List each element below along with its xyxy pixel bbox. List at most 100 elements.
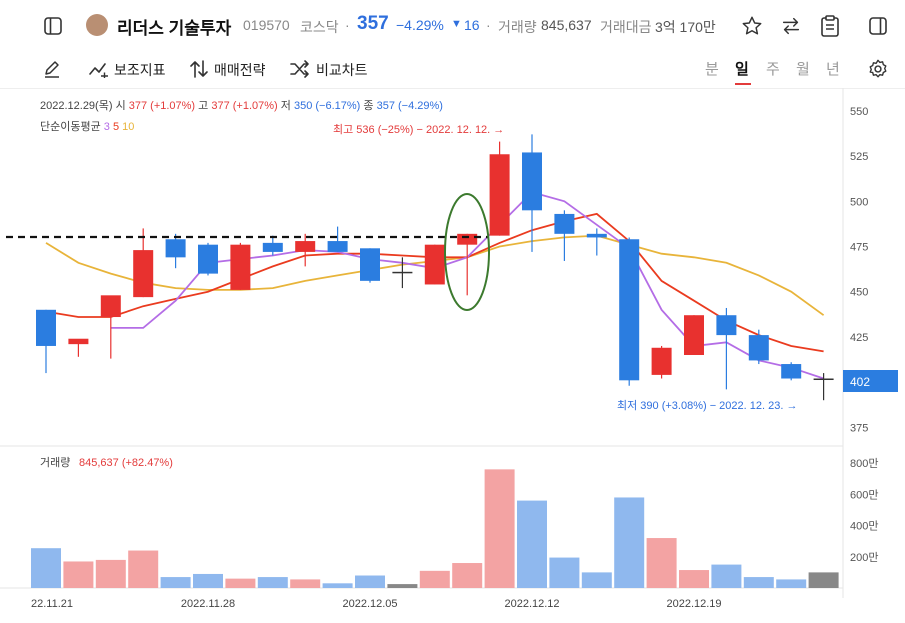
ma-legend: 단순이동평균 3 5 10 [40,118,134,134]
current-price-tag [843,370,898,392]
volume-bar [225,578,256,588]
timeframe-day[interactable]: 일 [735,61,749,78]
sidebar-toggle-icon[interactable] [43,16,63,36]
candle-body[interactable] [457,233,478,245]
volume-bar [419,570,450,588]
candle-body[interactable] [651,347,672,375]
strategy-label: 매매전략 [214,62,266,78]
candle-body[interactable] [360,248,380,281]
candle-body[interactable] [198,244,218,274]
timeframe-year[interactable]: 년 [826,61,840,78]
timeframe-selected-indicator [735,83,751,85]
info-high-label: 고 [198,100,209,112]
date-tick-label: 2022.12.05 [342,598,397,610]
stock-header: 리더스 기술투자 019570 코스닥 · 357 −4.29% ▼ 16 · … [0,0,905,50]
indicator-icon [89,63,108,78]
star-icon[interactable] [741,15,763,37]
volume-bar [776,579,807,588]
compare-label: 비교차트 [316,62,368,78]
timeframe-month[interactable]: 월 [796,61,810,78]
pen-icon[interactable] [42,59,62,79]
price-tick-label: 425 [850,332,868,344]
candle-body[interactable] [586,233,607,238]
candle-body[interactable] [684,315,704,355]
moving-average-lines [45,191,825,380]
separator-dot-2: · [486,17,491,33]
candle-body[interactable] [619,239,640,381]
chart-toolbar: 보조지표 매매전략 비교차트 분 일 주 월 년 [0,50,905,89]
candle-body[interactable] [424,244,445,285]
volume-bar [387,584,418,588]
date-tick-label: 2022.12.12 [504,598,559,610]
timeframe-minute[interactable]: 분 [705,61,719,78]
volume-bar [549,557,580,588]
high-annotation: 최고 536 (−25%) − 2022. 12. 12. → [333,123,504,136]
volume-bar [31,548,61,588]
volume-panel-label: 거래량 [40,456,70,469]
date-tick-label: 22.11.21 [31,598,73,610]
volume-bar [63,561,94,588]
candle-body[interactable] [522,152,542,211]
candle-body[interactable] [327,241,348,252]
volume-bar [614,497,645,588]
volume-tick-label: 600만 [850,488,878,501]
volume-bar [517,500,547,588]
volume-bar [743,577,774,588]
volume-value: 845,637 [541,17,592,33]
volume-bar [322,583,353,588]
info-low-label: 저 [280,100,291,112]
candle-body[interactable] [100,295,121,318]
volume-bar [257,577,288,588]
down-triangle-icon: ▼ [451,18,462,30]
candle-body[interactable] [748,335,769,361]
candle-body[interactable] [813,378,834,381]
date-tick-label: 2022.11.28 [181,598,235,610]
panel-toggle-icon[interactable] [868,16,888,36]
candle-body[interactable] [262,242,283,252]
volume-bar [160,577,191,588]
ohlc-info-line: 2022.12.29(목) 시 377 (+1.07%) 고 377 (+1.0… [40,97,443,113]
highlight-ellipse [444,193,490,311]
volume-bar [581,572,612,588]
candle-body[interactable] [36,309,56,346]
clipboard-icon[interactable] [819,14,841,38]
axis-labels: 550 525 500 475 450 425 375 200만 400만 600만 800만 22.… [31,106,878,610]
volume-bar [452,563,483,588]
stock-name[interactable]: 리더스 기술투자 [117,19,232,38]
volume-bar [128,550,159,588]
volume-panel-value: 845,637 (+82.47%) [79,457,173,469]
candle-body[interactable] [716,315,737,336]
indicator-label: 보조지표 [114,62,166,78]
candle-body[interactable] [489,154,510,236]
price-tick-label: 500 [850,196,868,208]
candlestick-chart[interactable]: 550 525 500 475 450 425 375 200만 400만 600만 800만 22.… [0,88,905,623]
candle-body[interactable] [68,338,89,345]
stock-code: 019570 [243,17,290,33]
market-label: 코스닥 [300,19,339,35]
info-high: 377 (+1.07%) [211,100,278,112]
candle-body[interactable] [781,364,802,379]
volume-bar [711,564,742,588]
info-open-label: 시 [115,100,126,112]
volume-label: 거래량 [498,19,537,35]
volume-bar [484,469,515,588]
volume-tick-label: 400만 [850,520,878,533]
candle-body[interactable] [133,250,154,298]
candle-body[interactable] [165,239,186,258]
date-tick-label: 2022.12.19 [666,598,721,610]
swap-icon[interactable] [780,15,802,37]
settings-gear-icon[interactable] [867,58,889,80]
volume-bar [290,579,321,588]
separator-dot: · [345,17,350,33]
ma-legend-3: 3 [103,121,110,133]
timeframe-week[interactable]: 주 [766,61,780,78]
volume-bar [646,538,677,588]
amount-label: 거래대금 [600,19,652,35]
info-close-label: 종 [363,100,374,112]
volume-tick-label: 800만 [850,457,878,470]
candle-body[interactable] [392,271,413,274]
candle-body[interactable] [554,213,575,234]
candle-body[interactable] [295,241,316,252]
price-tick-label: 475 [850,241,868,253]
candle-body[interactable] [230,244,251,290]
